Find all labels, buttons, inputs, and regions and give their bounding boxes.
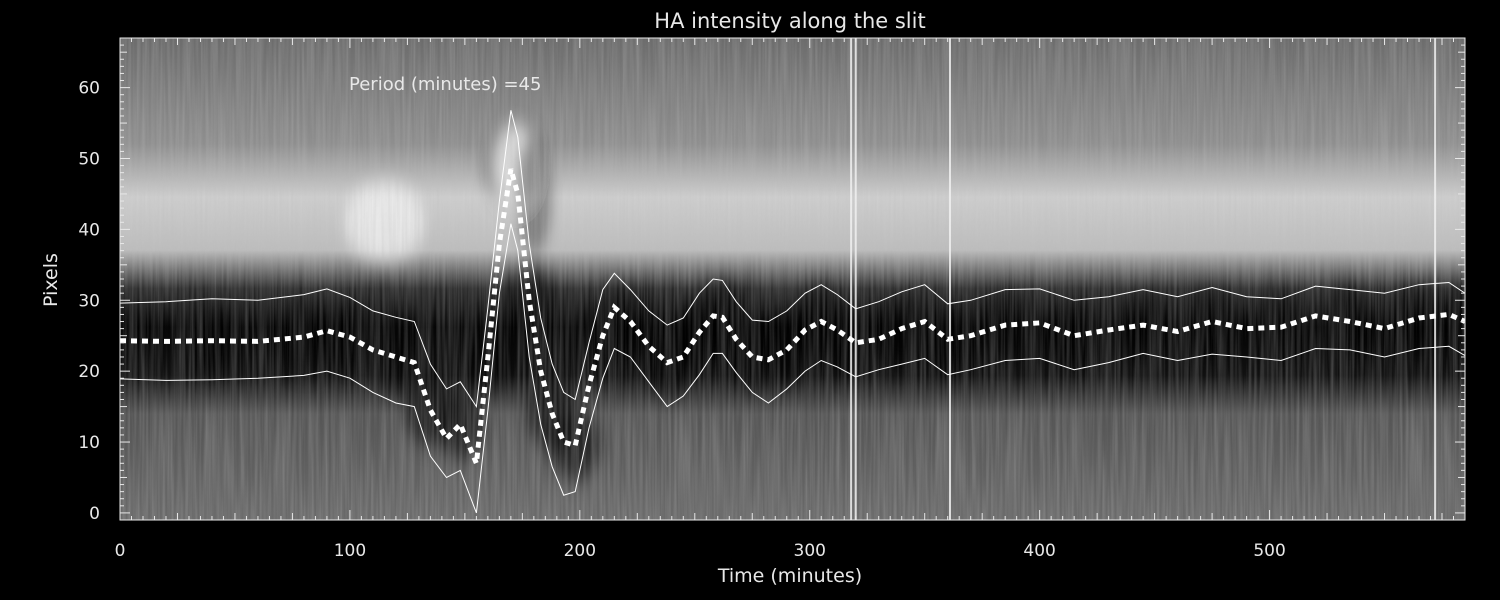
x-tick-label: 400 [1023,541,1055,561]
y-tick-label: 20 [78,362,100,382]
x-tick-label: 0 [115,541,126,561]
series-layer [120,110,1465,514]
chart-title: HA intensity along the slit [654,9,925,33]
intensity-heatmap [120,38,1465,520]
x-axis-label: Time (minutes) [717,565,862,587]
y-tick-label: 60 [78,79,100,99]
y-tick-label: 10 [78,433,100,453]
upper-boundary-line [120,110,1465,409]
y-tick-label: 0 [89,504,100,524]
y-axis-label: Pixels [40,253,62,307]
center-dotted-line [120,168,1465,465]
axes: 0 100 200 300 400 500 0 10 20 30 40 50 60 [78,38,1466,561]
period-annotation: Period (minutes) =45 [349,74,541,95]
y-tick-label: 50 [78,150,100,170]
vertical-streaks [850,38,1437,520]
y-tick-label: 40 [78,220,100,240]
y-tick-label: 30 [78,291,100,311]
x-tick-label: 500 [1253,541,1285,561]
x-tick-label: 200 [564,541,596,561]
lower-boundary-line [120,223,1465,514]
x-tick-label: 300 [794,541,826,561]
x-tick-label: 100 [334,541,366,561]
